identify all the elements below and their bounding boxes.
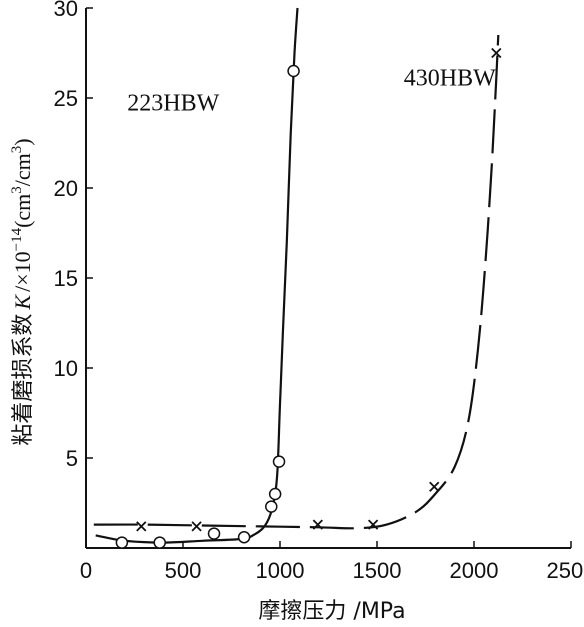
data-point-430hbw xyxy=(491,47,502,59)
plot-frame xyxy=(85,8,571,549)
series-label-223hbw: 223HBW xyxy=(127,91,219,117)
data-point-430hbw xyxy=(367,519,379,530)
data-point-223hbw xyxy=(287,64,300,78)
data-point-430hbw xyxy=(136,521,147,532)
data-point-223hbw xyxy=(115,536,129,549)
curve-223hbw xyxy=(95,7,299,544)
data-point-223hbw xyxy=(237,530,251,544)
y-tick-label: 10 xyxy=(54,356,78,381)
data-point-223hbw xyxy=(268,487,282,501)
data-point-223hbw xyxy=(153,536,166,549)
series-labels: 223HBW 430HBW xyxy=(127,65,496,116)
data-point-430hbw xyxy=(312,519,323,530)
x-tick-label: 500 xyxy=(165,558,202,583)
x-tick-label: 0 xyxy=(80,558,92,583)
y-tick-label: 20 xyxy=(54,176,78,201)
curve-430hbw xyxy=(93,34,500,530)
y-tick-label: 5 xyxy=(66,446,78,471)
data-point-223hbw xyxy=(272,455,286,468)
data-point-223hbw xyxy=(207,527,221,540)
y-axis-title: 粘着磨损系数K/×10−14(cm3/cm3) xyxy=(9,138,36,445)
data-point-430hbw xyxy=(191,521,202,532)
data-point-430hbw xyxy=(429,481,440,492)
x-axis-title: 摩擦压力 /MPa xyxy=(258,599,405,624)
x-tick-label: 2000 xyxy=(450,558,499,583)
axis-ticks: 0 500 1000 1500 2000 2500 5 10 15 20 25 30 xyxy=(54,0,584,583)
x-tick-label: 1500 xyxy=(353,558,402,583)
y-tick-label: 15 xyxy=(54,266,78,291)
series-label-430hbw: 430HBW xyxy=(404,65,496,91)
y-tick-label: 30 xyxy=(54,0,78,21)
data-point-223hbw xyxy=(265,500,278,513)
x-tick-label: 1000 xyxy=(256,558,305,583)
y-tick-label: 25 xyxy=(54,86,78,111)
x-tick-label: 2500 xyxy=(547,558,584,583)
markers xyxy=(115,47,502,549)
